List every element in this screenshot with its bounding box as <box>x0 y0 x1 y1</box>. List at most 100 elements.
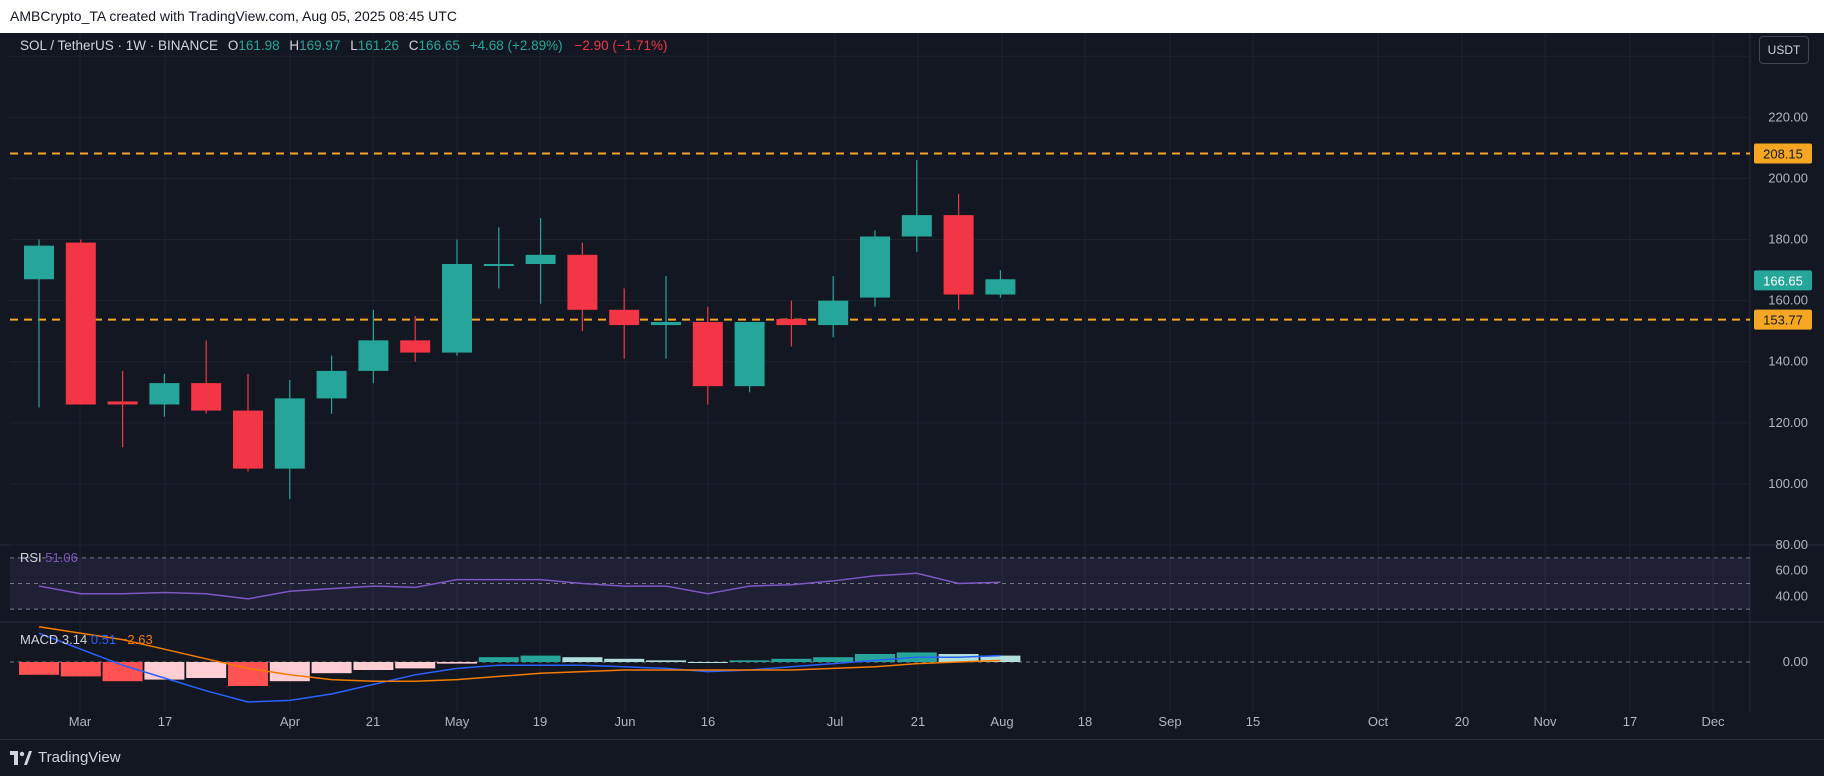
candle-body <box>943 215 974 295</box>
macd-signal-line <box>38 626 1001 682</box>
price-tick-label: 200.00 <box>1768 170 1808 185</box>
macd-histogram-bar <box>562 657 603 662</box>
macd-hist-value: −2.63 <box>119 632 153 647</box>
macd-histogram-bar <box>604 658 645 662</box>
macd-name: MACD <box>20 632 59 647</box>
candle-body <box>358 340 389 371</box>
time-tick-label: Jun <box>615 714 636 729</box>
price-tick-label: 160.00 <box>1768 293 1808 308</box>
time-tick-label: Mar <box>69 714 92 729</box>
change-value: +4.68 (+2.89%) <box>469 38 563 53</box>
time-tick-label: May <box>445 714 470 729</box>
macd-signal-value: 0.51 <box>90 632 117 647</box>
symbol-legend: SOL / TetherUS · 1W · BINANCE O161.98 H 1… <box>20 38 668 53</box>
candle-body <box>901 215 932 237</box>
candle-body <box>734 322 765 387</box>
candle-body <box>191 383 222 411</box>
macd-histogram-bar <box>980 655 1021 662</box>
time-tick-label: 15 <box>1246 714 1260 729</box>
last-price-badge <box>1754 270 1812 291</box>
macd-histogram-bar <box>771 658 812 662</box>
price-tick-label: 120.00 <box>1768 415 1808 430</box>
candle-body <box>985 279 1016 295</box>
candle-body <box>400 340 431 353</box>
time-tick-label: 20 <box>1455 714 1469 729</box>
candle-body <box>651 322 681 326</box>
rsi-band <box>10 557 1750 610</box>
low-label: L <box>350 38 358 53</box>
macd-histogram-bar <box>938 654 979 662</box>
tradingview-brand: TradingView <box>38 749 121 766</box>
macd-histogram-bar <box>395 662 436 669</box>
rsi-name: RSI <box>20 550 42 565</box>
chart-canvas[interactable]: 240.00220.00200.00180.00160.00140.00120.… <box>0 0 1824 739</box>
tradingview-logo[interactable]: TradingView <box>10 749 121 766</box>
macd-legend: MACD 3.14 0.51 −2.63 <box>20 632 153 647</box>
time-tick-label: 21 <box>366 714 380 729</box>
macd-histogram-bar <box>437 662 477 664</box>
open-label: O <box>227 38 239 53</box>
close-value: 166.65 <box>418 38 460 53</box>
macd-histogram-bar <box>729 660 770 662</box>
change-value-2: −2.90 (−1.71%) <box>574 38 668 53</box>
candle-body <box>860 236 890 298</box>
credit-bar: AMBCrypto_TA created with TradingView.co… <box>0 0 1824 33</box>
time-tick-label: 21 <box>911 714 925 729</box>
price-tick-label: 140.00 <box>1768 354 1808 369</box>
price-tick-label: 80.00 <box>1775 537 1808 552</box>
candle-body <box>442 263 472 353</box>
currency-unit-button[interactable]: USDT <box>1759 36 1809 64</box>
macd-histogram-bar <box>102 662 143 682</box>
key-level-badge: 208.15 <box>1754 143 1812 164</box>
candle-body <box>149 383 180 405</box>
price-tick-label: 100.00 <box>1768 476 1808 491</box>
candle-body <box>233 410 263 469</box>
macd-histogram-bar <box>855 654 895 662</box>
time-tick-label: 19 <box>533 714 547 729</box>
tradingview-icon <box>10 750 32 765</box>
key-level-label: 153.77 <box>1763 313 1803 328</box>
macd-histogram-bar <box>144 662 185 680</box>
time-tick-label: 17 <box>158 714 172 729</box>
key-level-badge-bg <box>1754 309 1812 330</box>
price-tick-label: 220.00 <box>1768 109 1808 124</box>
last-price-label: 166.65 <box>1763 273 1803 288</box>
candle-body <box>776 318 807 326</box>
open-value: 161.98 <box>238 38 280 53</box>
macd-histogram-bar <box>19 662 59 675</box>
macd-histogram-bar <box>813 657 854 662</box>
macd-histogram-bar <box>60 662 101 677</box>
rsi-tick-label: 60.00 <box>1775 563 1808 578</box>
candle-body <box>316 370 347 399</box>
time-tick-label: 17 <box>1623 714 1637 729</box>
candle-body <box>525 254 556 264</box>
time-tick-label: Oct <box>1368 714 1389 729</box>
candle-body <box>65 242 96 405</box>
key-level-badge: 153.77 <box>1754 309 1812 330</box>
rsi-legend: RSI 51.06 <box>20 550 78 565</box>
key-level-label: 208.15 <box>1763 147 1803 162</box>
close-label: C <box>408 38 419 53</box>
key-level-badge-bg <box>1754 143 1812 164</box>
high-label: H <box>289 38 300 53</box>
macd-histogram-bar <box>520 655 561 662</box>
macd-zero-label: 0.00 <box>1783 654 1808 669</box>
symbol-name[interactable]: SOL / TetherUS · 1W · BINANCE <box>20 38 219 53</box>
time-tick-label: 16 <box>701 714 715 729</box>
candle-body <box>609 309 640 326</box>
low-value: 161.26 <box>357 38 400 53</box>
macd-value: 3.14 <box>61 632 88 647</box>
time-tick-label: Sep <box>1158 714 1181 729</box>
macd-histogram-bar <box>186 662 227 678</box>
macd-histogram-bar <box>269 662 310 682</box>
credit-text: AMBCrypto_TA created with TradingView.co… <box>10 8 457 24</box>
macd-histogram-bar <box>353 662 394 670</box>
candle-body <box>274 398 305 469</box>
time-tick-label: Apr <box>280 714 301 729</box>
footer-bar: TradingView <box>0 739 1824 776</box>
time-tick-label: Jul <box>827 714 844 729</box>
macd-histogram-bar <box>311 662 352 674</box>
macd-histogram-bar <box>478 657 519 662</box>
macd-line <box>38 632 1001 703</box>
rsi-tick-label: 40.00 <box>1775 588 1808 603</box>
